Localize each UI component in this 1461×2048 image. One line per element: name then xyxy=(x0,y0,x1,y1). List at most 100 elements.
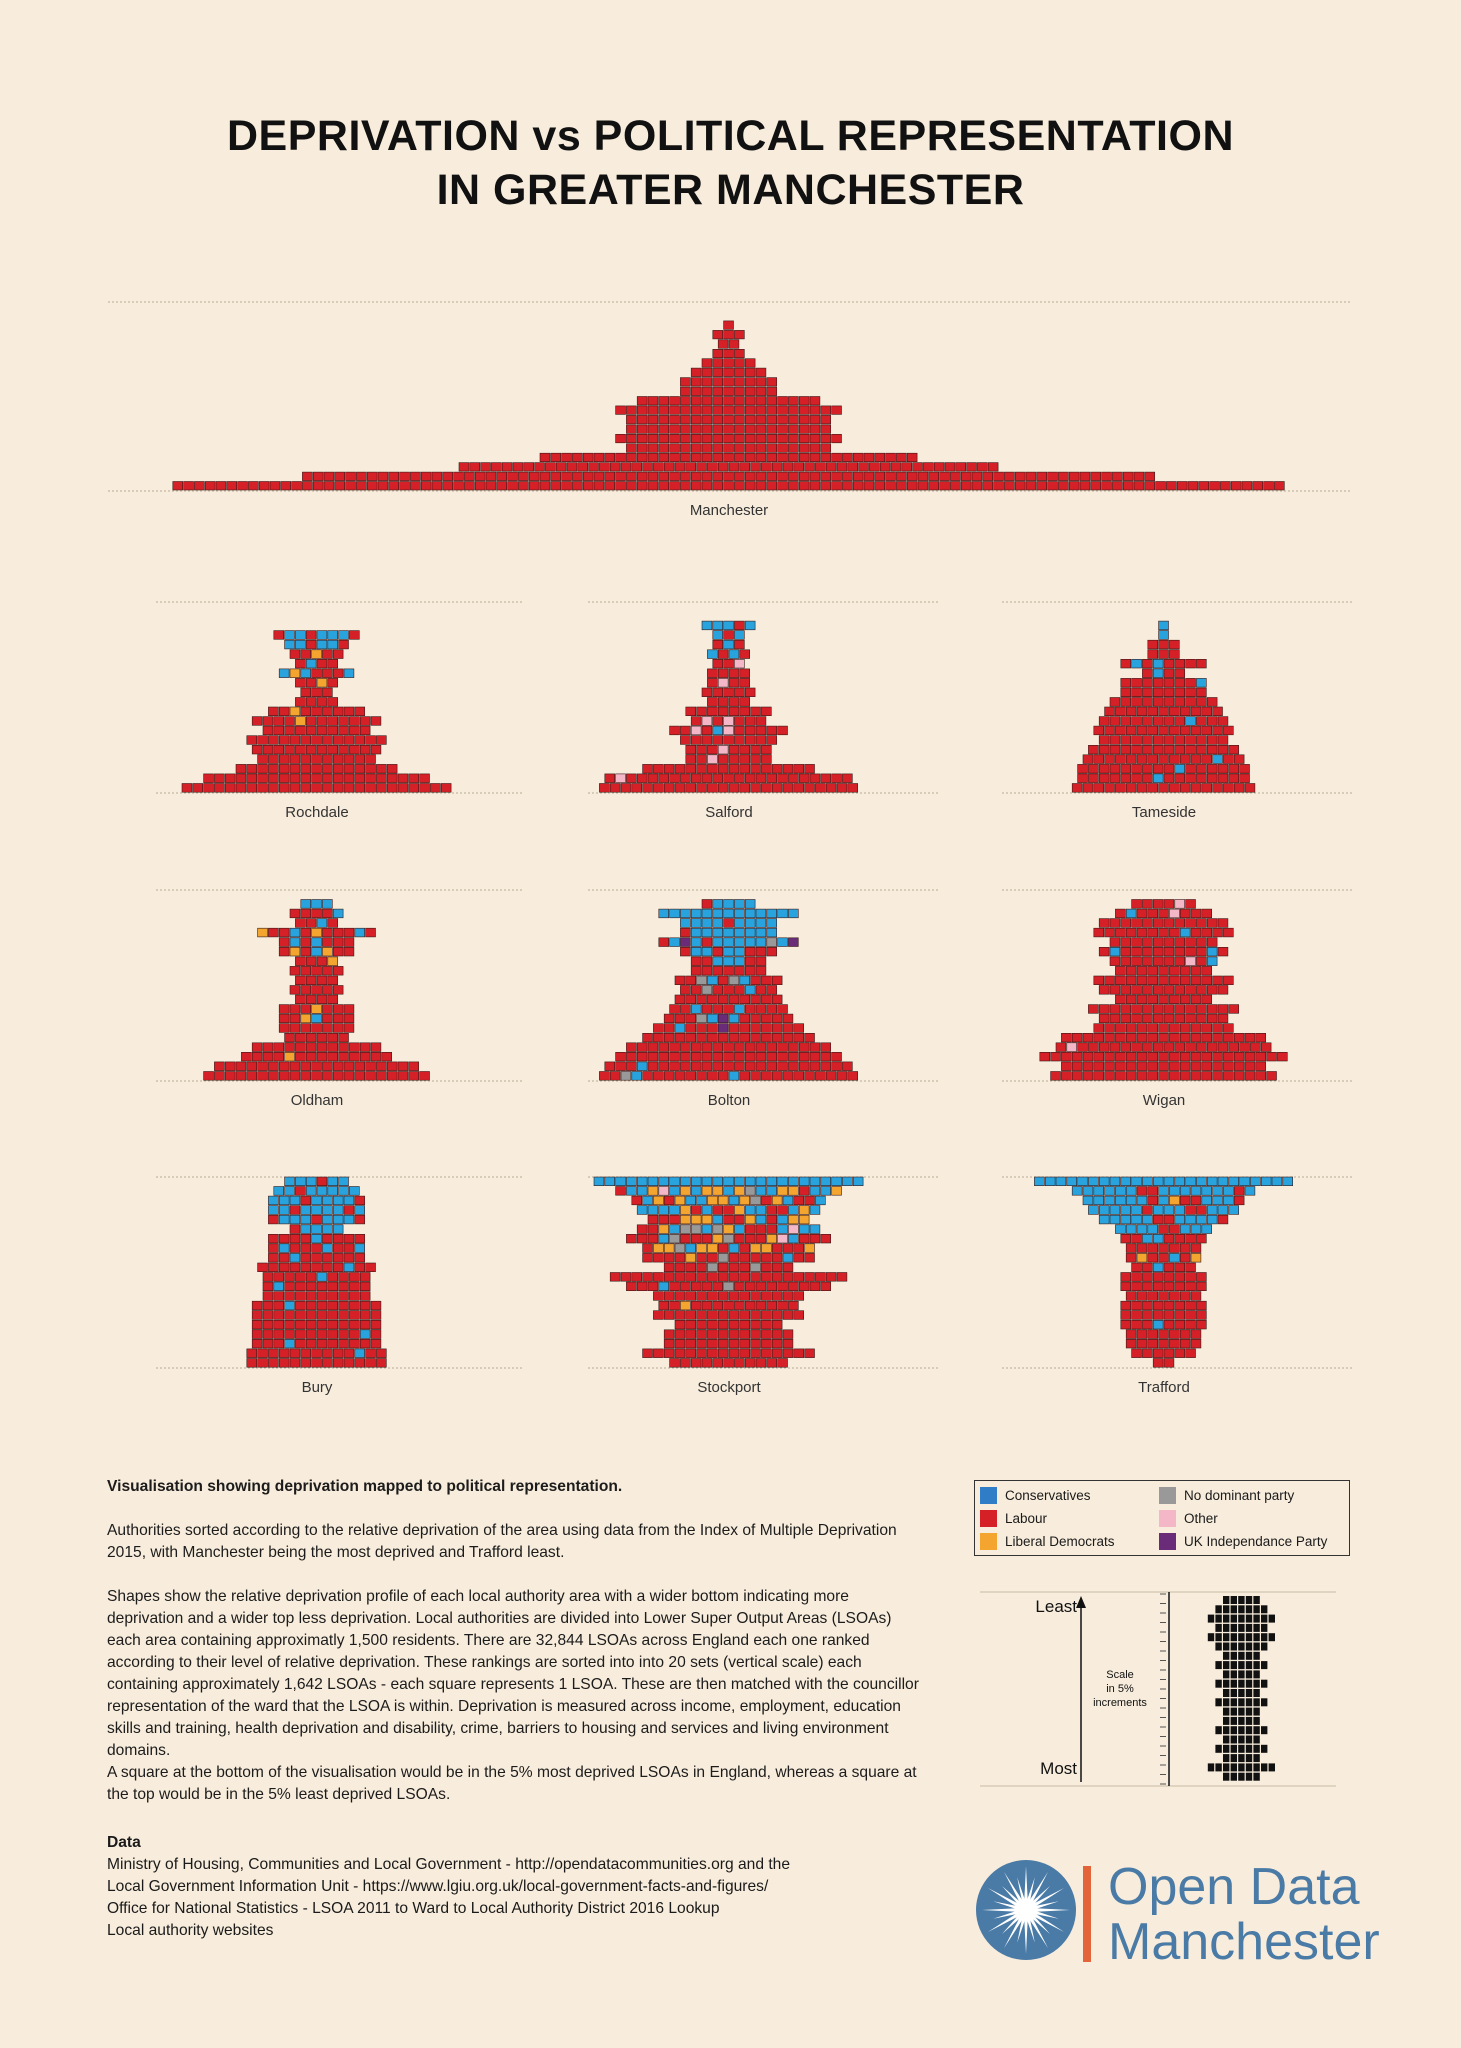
lsoa-square xyxy=(316,1052,328,1062)
lsoa-square xyxy=(1206,1013,1218,1024)
lsoa-square xyxy=(1142,668,1153,678)
lsoa-square xyxy=(1142,1272,1153,1282)
lsoa-square xyxy=(755,443,767,453)
lsoa-square xyxy=(1169,1339,1180,1349)
lsoa-square xyxy=(728,754,740,764)
lsoa-square xyxy=(1158,966,1169,976)
lsoa-square xyxy=(1104,783,1115,793)
lsoa-square xyxy=(386,783,398,793)
lsoa-square xyxy=(278,783,290,793)
lsoa-square xyxy=(626,1186,637,1196)
lsoa-square xyxy=(712,639,723,650)
lsoa-square xyxy=(734,405,745,415)
lsoa-square xyxy=(181,783,193,793)
lsoa-square xyxy=(717,1348,729,1358)
lsoa-square xyxy=(1115,1052,1126,1062)
lsoa-square xyxy=(295,1033,306,1043)
lsoa-square xyxy=(1109,1176,1121,1186)
lsoa-square xyxy=(680,735,691,745)
lsoa-square xyxy=(723,1004,734,1014)
lsoa-square xyxy=(1206,946,1218,957)
lsoa-square xyxy=(377,471,389,481)
lsoa-square xyxy=(680,471,691,481)
lsoa-square xyxy=(327,630,338,640)
lsoa-square xyxy=(744,1186,756,1196)
lsoa-square xyxy=(278,1195,290,1206)
lsoa-square xyxy=(1263,481,1274,491)
lsoa-square xyxy=(1147,1195,1159,1206)
lsoa-square xyxy=(1223,783,1234,793)
lsoa-square xyxy=(690,1358,702,1368)
lsoa-square xyxy=(386,1071,398,1081)
lsoa-square xyxy=(744,415,756,425)
lsoa-square xyxy=(1071,1186,1083,1196)
lsoa-square xyxy=(1223,927,1234,938)
lsoa-square xyxy=(1147,1052,1159,1062)
lsoa-square xyxy=(1190,1329,1202,1339)
lsoa-square xyxy=(690,773,702,783)
lsoa-square xyxy=(982,471,993,481)
lsoa-square xyxy=(755,1234,767,1244)
lsoa-square xyxy=(647,1042,659,1052)
lsoa-square xyxy=(1133,481,1145,491)
lsoa-square xyxy=(658,405,669,415)
lsoa-square xyxy=(1109,1013,1121,1024)
lsoa-square xyxy=(332,1004,344,1014)
lsoa-square xyxy=(376,783,387,793)
lsoa-square xyxy=(647,1214,659,1225)
lsoa-square xyxy=(1212,1023,1223,1033)
lsoa-square xyxy=(896,452,907,463)
lsoa-square xyxy=(701,1234,713,1244)
lsoa-square xyxy=(1142,678,1153,688)
lsoa-square xyxy=(712,396,723,406)
lsoa-square xyxy=(305,697,317,707)
lsoa-square xyxy=(1055,1042,1067,1052)
lsoa-square xyxy=(376,764,387,774)
lsoa-square xyxy=(1185,1300,1196,1311)
lsoa-square xyxy=(1120,1205,1132,1215)
lsoa-square xyxy=(1120,658,1132,669)
lsoa-square xyxy=(782,783,794,793)
lsoa-square xyxy=(289,1243,301,1253)
lsoa-square xyxy=(777,1061,788,1071)
lsoa-square xyxy=(1047,481,1058,491)
lsoa-square xyxy=(305,1339,317,1349)
lsoa-square xyxy=(696,1310,707,1320)
lsoa-square xyxy=(1088,764,1099,774)
lsoa-square xyxy=(734,1224,745,1234)
lsoa-square xyxy=(338,1281,349,1291)
lsoa-square xyxy=(636,773,648,783)
lsoa-square xyxy=(343,937,355,947)
lsoa-square xyxy=(278,1214,290,1225)
lsoa-square xyxy=(1166,481,1177,491)
lsoa-square xyxy=(1190,725,1202,736)
lsoa-square xyxy=(316,1281,328,1291)
lsoa-square xyxy=(669,908,680,919)
scale-square xyxy=(1230,1623,1237,1632)
lsoa-square xyxy=(322,668,333,678)
scale-square xyxy=(1223,1642,1230,1651)
scale-square xyxy=(1215,1633,1222,1642)
lsoa-square xyxy=(1120,985,1132,995)
scale-square xyxy=(1245,1735,1253,1744)
lsoa-square xyxy=(311,937,322,947)
lsoa-square xyxy=(311,927,322,938)
lsoa-square xyxy=(1090,481,1102,491)
legend-label: Labour xyxy=(1005,1511,1048,1526)
lsoa-square xyxy=(717,1310,729,1320)
lsoa-square xyxy=(203,783,214,793)
lsoa-square xyxy=(777,773,788,783)
lsoa-square xyxy=(1068,471,1080,481)
lsoa-square xyxy=(885,452,896,463)
lsoa-square xyxy=(561,471,572,481)
scale-square xyxy=(1230,1670,1237,1679)
lsoa-square xyxy=(289,649,301,659)
lsoa-square xyxy=(663,1348,675,1358)
lsoa-square xyxy=(771,1329,783,1339)
lsoa-square xyxy=(647,405,659,415)
scale-square xyxy=(1238,1642,1245,1651)
lsoa-square xyxy=(284,1272,295,1282)
lsoa-square xyxy=(593,471,605,481)
lsoa-square xyxy=(397,1071,409,1081)
lsoa-square xyxy=(1152,697,1164,707)
